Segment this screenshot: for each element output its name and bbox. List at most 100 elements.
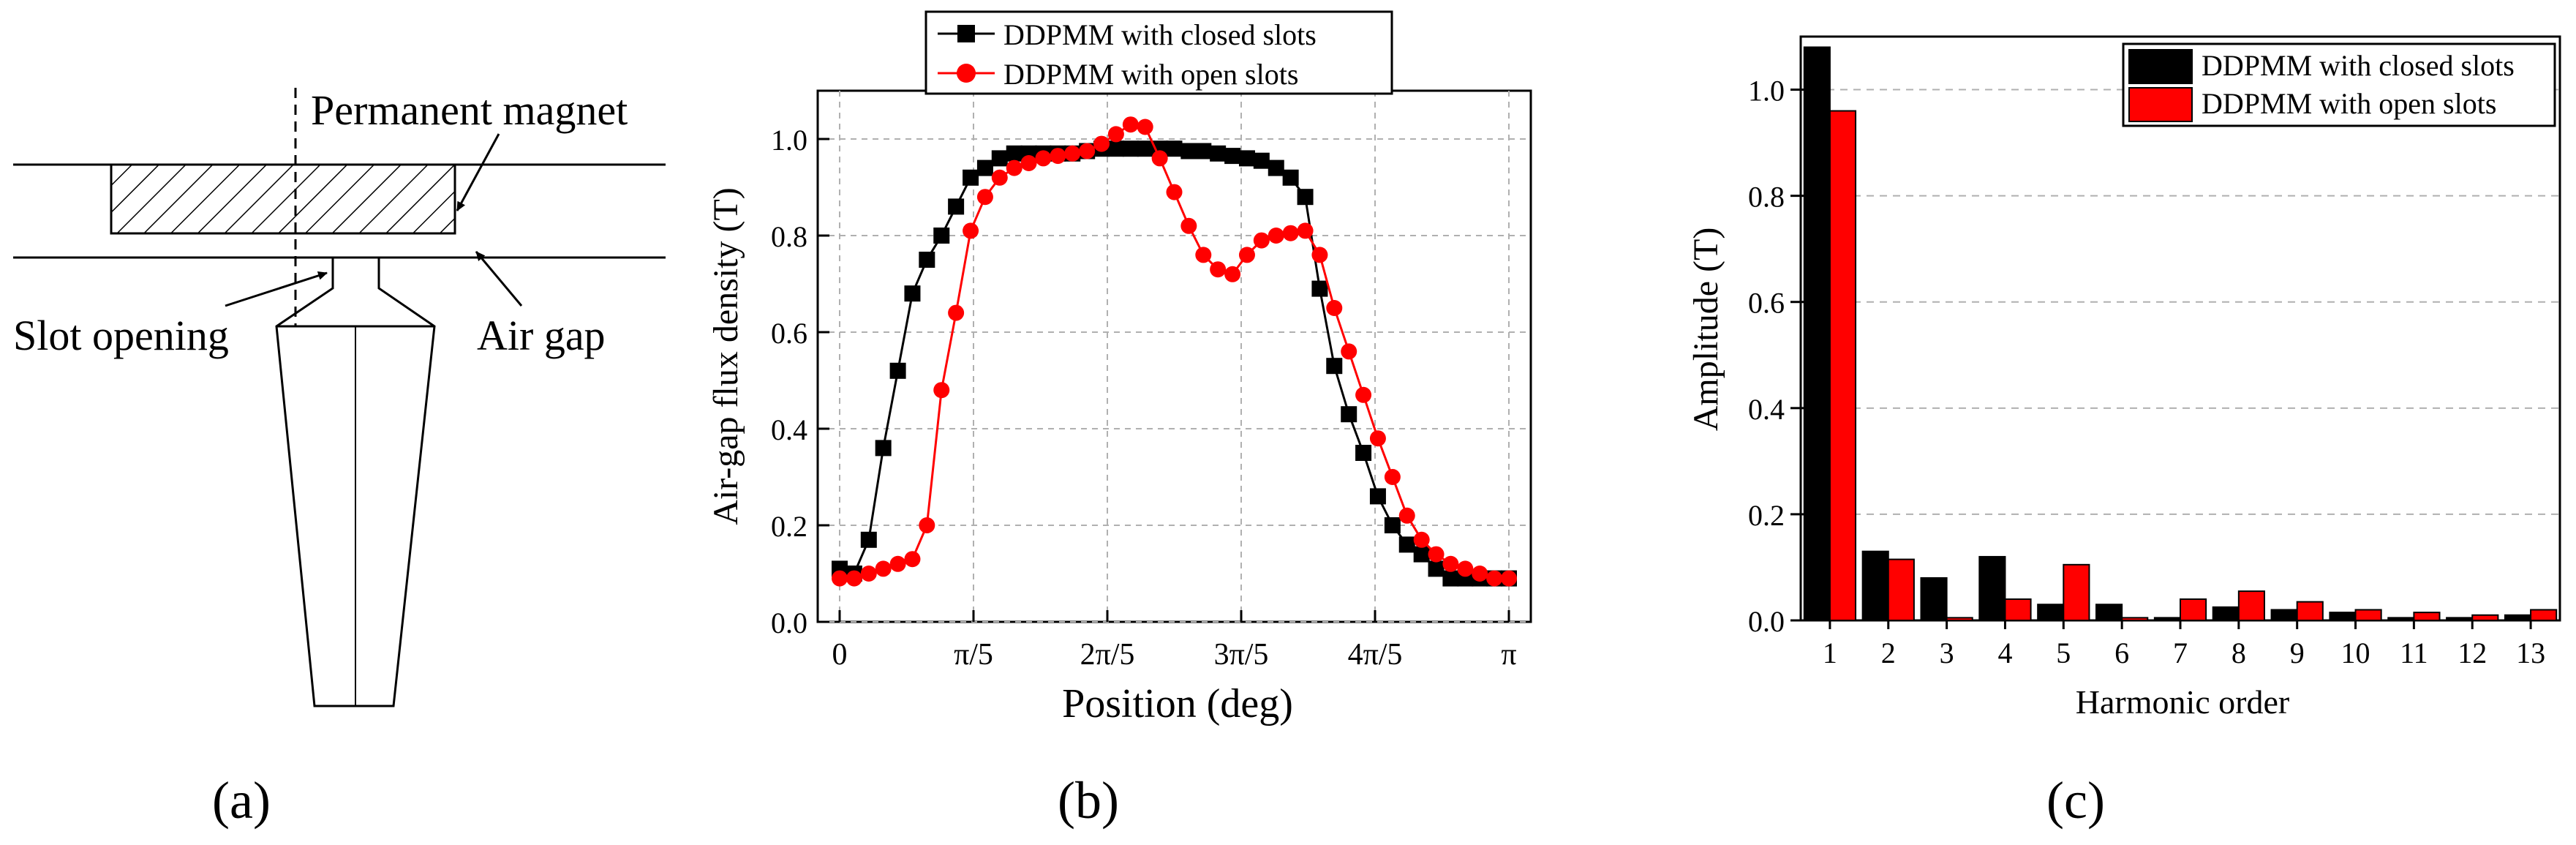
series-open-slots-point xyxy=(1195,247,1212,263)
air-gap-label: Air gap xyxy=(477,312,606,359)
series-open-slots-point xyxy=(1326,300,1343,316)
chart-c-x-tick-label: 2 xyxy=(1881,636,1896,669)
series-open-slots-point xyxy=(948,304,965,321)
series-open-slots-point xyxy=(1006,159,1023,176)
series-open-slots-point xyxy=(875,560,892,577)
chart-c-x-tick-label: 11 xyxy=(2400,636,2428,669)
chart-c-y-tick-label: 0.0 xyxy=(1748,605,1785,638)
chart-c-plot-area xyxy=(1799,35,2561,622)
bar-closed-slots-h3 xyxy=(1920,577,1948,621)
series-open-slots-point xyxy=(1442,555,1459,572)
series-closed-slots-point xyxy=(1268,159,1284,176)
chart-c-y-tick-label: 0.4 xyxy=(1748,393,1785,426)
chart-c-y-tick-label: 0.6 xyxy=(1748,287,1785,320)
panel-b-line-chart: 0.0 0.2 0.4 0.6 0.8 1.0 0 π/5 2π/5 3π/5 4π/5 π Posi… xyxy=(707,10,1532,830)
bar-closed-slots-h7 xyxy=(2153,617,2181,622)
series-closed-slots-point xyxy=(860,531,877,548)
chart-b-plot-area xyxy=(816,89,1532,623)
chart-b-x-tick-label: 3π/5 xyxy=(1214,638,1269,672)
series-closed-slots-point xyxy=(1369,488,1386,505)
panel-c-label: (c) xyxy=(2046,771,2105,830)
legend-open-slots-swatch xyxy=(2128,87,2193,122)
bar-open-slots-h3 xyxy=(1946,617,1973,622)
series-open-slots-point xyxy=(1210,261,1227,278)
series-closed-slots-point xyxy=(1107,140,1124,157)
series-closed-slots-point xyxy=(1311,280,1328,297)
panel-a-label: (a) xyxy=(212,771,271,830)
series-open-slots-point xyxy=(1341,343,1357,360)
bar-closed-slots-h4 xyxy=(1978,555,2006,621)
series-closed-slots-point xyxy=(1384,517,1401,533)
bar-closed-slots-h5 xyxy=(2037,604,2065,622)
chart-b-x-tick-label: 0 xyxy=(832,638,848,672)
series-open-slots-point xyxy=(1472,566,1488,582)
series-closed-slots-point xyxy=(1224,148,1241,165)
legend-closed-slots-label: DDPMM with closed slots xyxy=(1003,18,1317,51)
bar-open-slots-h11 xyxy=(2413,612,2441,621)
chart-b-legend: DDPMM with closed slots DDPMM with open … xyxy=(924,10,1393,95)
bar-open-slots-h5 xyxy=(2063,563,2090,621)
chart-c-y-tick-label: 1.0 xyxy=(1748,75,1785,108)
chart-c-legend: DDPMM with closed slots DDPMM with open … xyxy=(2122,42,2556,127)
bar-open-slots-h9 xyxy=(2296,601,2324,621)
chart-b-x-axis-title: Position (deg) xyxy=(1062,681,1293,726)
chart-b-x-tick-label: π xyxy=(1501,638,1516,672)
series-closed-slots-point xyxy=(1326,358,1343,375)
series-open-slots-point xyxy=(1457,560,1474,577)
series-closed-slots-point xyxy=(1137,140,1153,157)
series-open-slots-point xyxy=(1501,570,1517,587)
series-open-slots-point xyxy=(1384,469,1401,485)
chart-b-y-tick-label: 0.8 xyxy=(771,220,807,253)
bar-closed-slots-h9 xyxy=(2270,609,2298,621)
bar-closed-slots-h11 xyxy=(2387,617,2415,622)
chart-c-x-tick-label: 13 xyxy=(2516,636,2545,669)
series-closed-slots-point xyxy=(1166,140,1183,157)
series-open-slots-point xyxy=(1020,155,1037,171)
permanent-magnet-label: Permanent magnet xyxy=(311,86,628,134)
chart-b-series xyxy=(832,116,1517,587)
series-open-slots-point xyxy=(1035,150,1052,167)
series-closed-slots-point xyxy=(904,285,921,302)
chart-c-x-tick-label: 3 xyxy=(1940,636,1954,669)
series-closed-slots-point xyxy=(963,169,979,186)
series-open-slots-point xyxy=(889,555,906,572)
chart-c-legend-box xyxy=(2122,42,2556,127)
series-closed-slots-point xyxy=(1442,570,1459,587)
bar-open-slots-h1 xyxy=(1829,110,1857,621)
chart-b-y-axis-title: Air-gap flux density (T) xyxy=(707,187,745,525)
series-open-slots-point xyxy=(963,222,979,239)
bar-open-slots-h7 xyxy=(2180,598,2207,621)
chart-c-y-tick-label: 0.2 xyxy=(1748,499,1785,532)
series-open-slots-point xyxy=(919,517,935,533)
chart-c-x-tick-label: 7 xyxy=(2173,636,2188,669)
chart-c-x-tick-label: 5 xyxy=(2056,636,2071,669)
series-open-slots-point xyxy=(1355,386,1372,403)
series-closed-slots-point xyxy=(1297,189,1314,206)
bar-open-slots-h2 xyxy=(1887,558,1915,622)
series-open-slots-point xyxy=(1238,247,1255,263)
chart-c-ticks: 0.00.20.40.60.81.01 2 3 4 5 6 7 8 9 10 11 12 13 xyxy=(1748,75,2545,669)
series-closed-slots-point xyxy=(1355,445,1372,461)
series-closed-slots-point xyxy=(875,440,892,457)
chart-c-x-tick-label: 4 xyxy=(1997,636,2012,669)
series-closed-slots-point xyxy=(948,198,965,215)
series-open-slots-point xyxy=(1224,266,1241,282)
bar-open-slots-h8 xyxy=(2237,590,2265,621)
series-open-slots-point xyxy=(1253,232,1270,249)
series-open-slots-point xyxy=(1093,135,1110,152)
chart-b-y-tick-label: 0.0 xyxy=(771,606,807,639)
chart-c-x-tick-label: 9 xyxy=(2290,636,2305,669)
series-open-slots-point xyxy=(1398,507,1415,524)
bar-closed-slots-h10 xyxy=(2329,612,2357,621)
series-closed-slots-point xyxy=(991,150,1008,167)
series-open-slots-point xyxy=(1166,184,1183,200)
series-open-slots-point xyxy=(933,382,950,399)
legend-closed-slots-label: DDPMM with closed slots xyxy=(2202,49,2515,82)
series-closed-slots-point xyxy=(919,252,935,268)
series-open-slots-point xyxy=(1311,247,1328,263)
legend-open-slots-label: DDPMM with open slots xyxy=(1003,58,1298,91)
series-closed-slots-point xyxy=(1006,145,1023,162)
series-closed-slots-point xyxy=(1180,143,1197,159)
bar-open-slots-h10 xyxy=(2354,609,2382,621)
